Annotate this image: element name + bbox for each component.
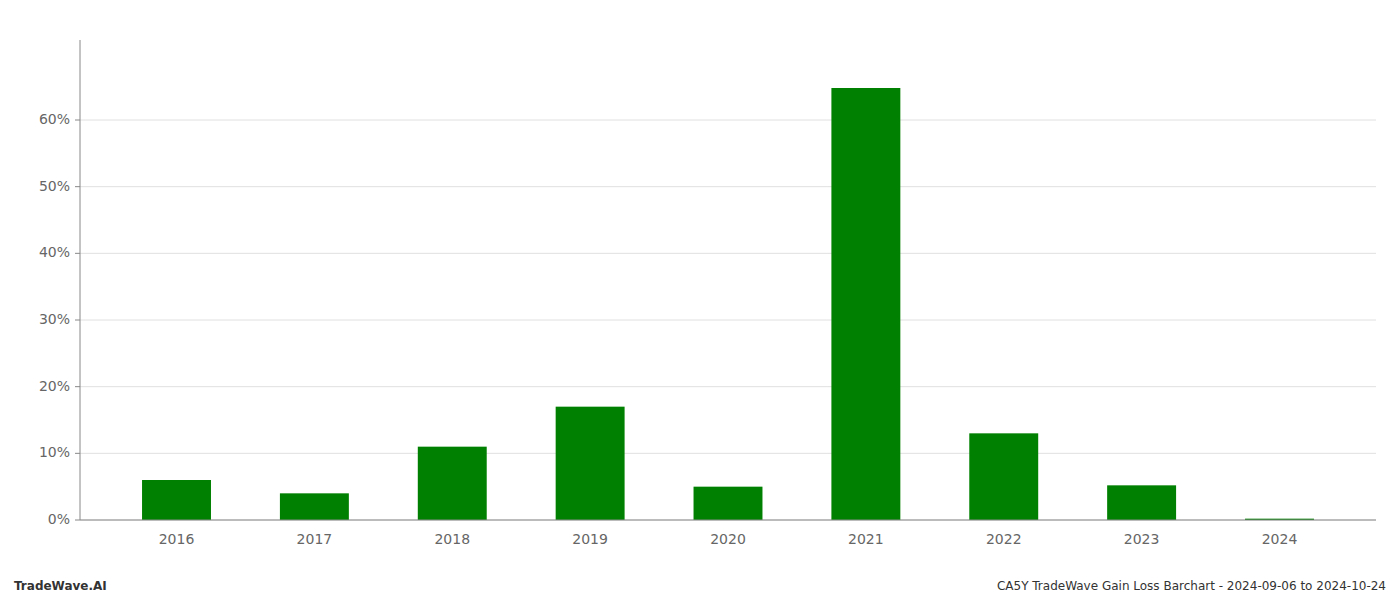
y-tick-label: 50% [39, 178, 70, 194]
x-tick-label: 2021 [848, 531, 884, 547]
y-tick [75, 520, 80, 521]
y-tick-label: 60% [39, 111, 70, 127]
y-tick-label: 0% [48, 511, 70, 527]
footer: TradeWave.AI CA5Y TradeWave Gain Loss Bar… [14, 579, 1386, 593]
x-axis: 2016 2017 2018 2019 2020 2021 2022 2023 2024 [159, 531, 1298, 547]
bar [556, 407, 625, 520]
y-tick [75, 386, 80, 387]
grid-line [80, 186, 1376, 187]
x-tick-label: 2022 [986, 531, 1022, 547]
grid-line [80, 320, 1376, 321]
chart-svg: 0% 10% 20% 30% 40% 50% 60% 2016 2017 2018 2019 2020… [0, 0, 1400, 600]
x-tick-label: 2023 [1124, 531, 1160, 547]
x-tick-label: 2018 [434, 531, 470, 547]
y-tick [75, 253, 80, 254]
y-tick [75, 453, 80, 454]
bar [969, 433, 1038, 520]
y-tick-label: 40% [39, 244, 70, 260]
bar [418, 447, 487, 520]
x-tick-label: 2016 [159, 531, 195, 547]
bar [1107, 485, 1176, 520]
grid-line [80, 453, 1376, 454]
grid-line [80, 386, 1376, 387]
x-tick-label: 2019 [572, 531, 608, 547]
chart-container: 0% 10% 20% 30% 40% 50% 60% 2016 2017 2018 2019 2020… [0, 0, 1400, 600]
bar [694, 487, 763, 520]
x-tick-label: 2017 [297, 531, 333, 547]
x-axis-line [80, 520, 1376, 521]
bar [142, 480, 211, 520]
y-tick [75, 186, 80, 187]
x-tick-label: 2024 [1262, 531, 1298, 547]
y-tick [75, 120, 80, 121]
y-tick-label: 20% [39, 378, 70, 394]
x-tick-label: 2020 [710, 531, 746, 547]
grid [80, 120, 1376, 520]
grid-line [80, 253, 1376, 254]
grid-line [80, 520, 1376, 521]
y-tick [75, 320, 80, 321]
bar [280, 493, 349, 520]
y-axis: 0% 10% 20% 30% 40% 50% 60% [39, 111, 80, 527]
footer-text: TradeWave.AI [14, 579, 107, 593]
footer-text: CA5Y TradeWave Gain Loss Barchart - 2024… [997, 579, 1386, 593]
y-tick-label: 10% [39, 444, 70, 460]
y-tick-label: 30% [39, 311, 70, 327]
grid-line [80, 120, 1376, 121]
bar [831, 88, 900, 520]
bars [142, 88, 1314, 520]
y-axis-line [80, 40, 81, 520]
